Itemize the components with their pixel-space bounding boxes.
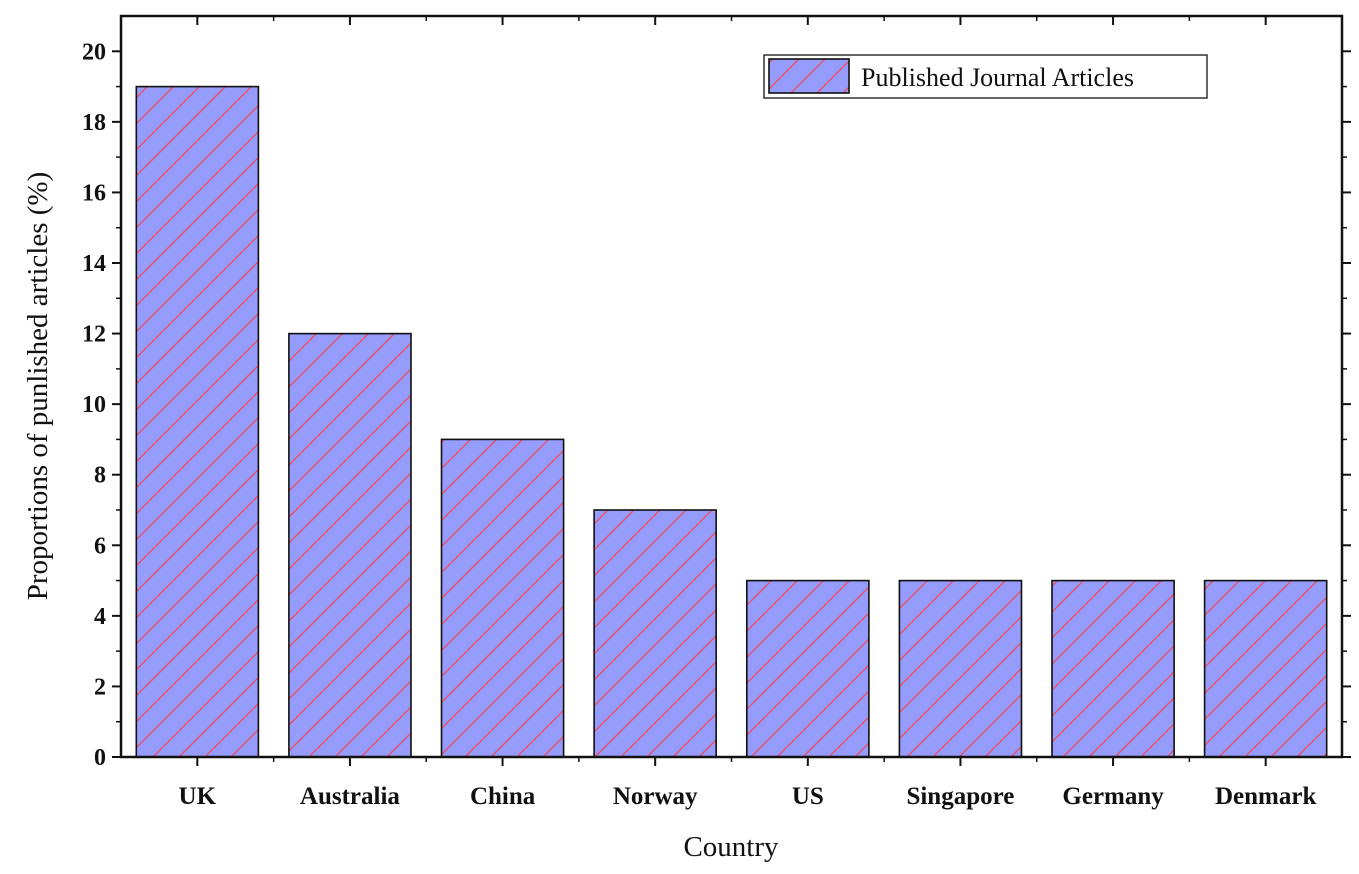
bar-norway	[593, 509, 717, 758]
bar-singapore	[898, 579, 1023, 758]
y-tick-label: 12	[82, 322, 106, 348]
x-tick-label: Singapore	[906, 783, 1014, 810]
legend-label: Published Journal Articles	[861, 63, 1134, 92]
y-tick-label: 16	[82, 180, 106, 206]
bar-uk	[135, 85, 260, 758]
y-tick-label: 2	[94, 674, 106, 700]
x-tick-label: Denmark	[1215, 783, 1316, 810]
bar-australia	[288, 332, 412, 758]
x-axis-title: Country	[683, 831, 779, 863]
y-tick-label: 0	[94, 745, 106, 771]
bar-us	[745, 579, 870, 758]
x-tick-label: China	[470, 783, 536, 810]
x-tick-label: Norway	[613, 783, 698, 810]
plot-frame	[119, 14, 1344, 759]
y-tick-label: 8	[94, 463, 106, 489]
x-tick-label: Germany	[1062, 783, 1164, 810]
y-tick-label: 10	[82, 392, 106, 418]
bar-china	[440, 438, 565, 758]
x-tick-label: Australia	[300, 783, 401, 810]
y-tick-label: 14	[82, 251, 106, 277]
y-tick-label: 4	[94, 604, 106, 630]
y-tick-label: 20	[82, 39, 106, 65]
bar-germany	[1051, 579, 1175, 758]
x-tick-label: UK	[179, 783, 217, 810]
y-tick-label: 18	[82, 110, 106, 136]
y-tick-label: 6	[94, 533, 106, 559]
x-tick-label: US	[792, 783, 824, 810]
plot-area: UK Australia China Norway US Singapore Germany…	[82, 14, 1351, 810]
bar-denmark	[1203, 579, 1328, 758]
y-axis-title: Proportions of punlished articles (%)	[22, 172, 54, 600]
legend-swatch	[768, 58, 850, 94]
legend: Published Journal Articles	[763, 54, 1208, 99]
